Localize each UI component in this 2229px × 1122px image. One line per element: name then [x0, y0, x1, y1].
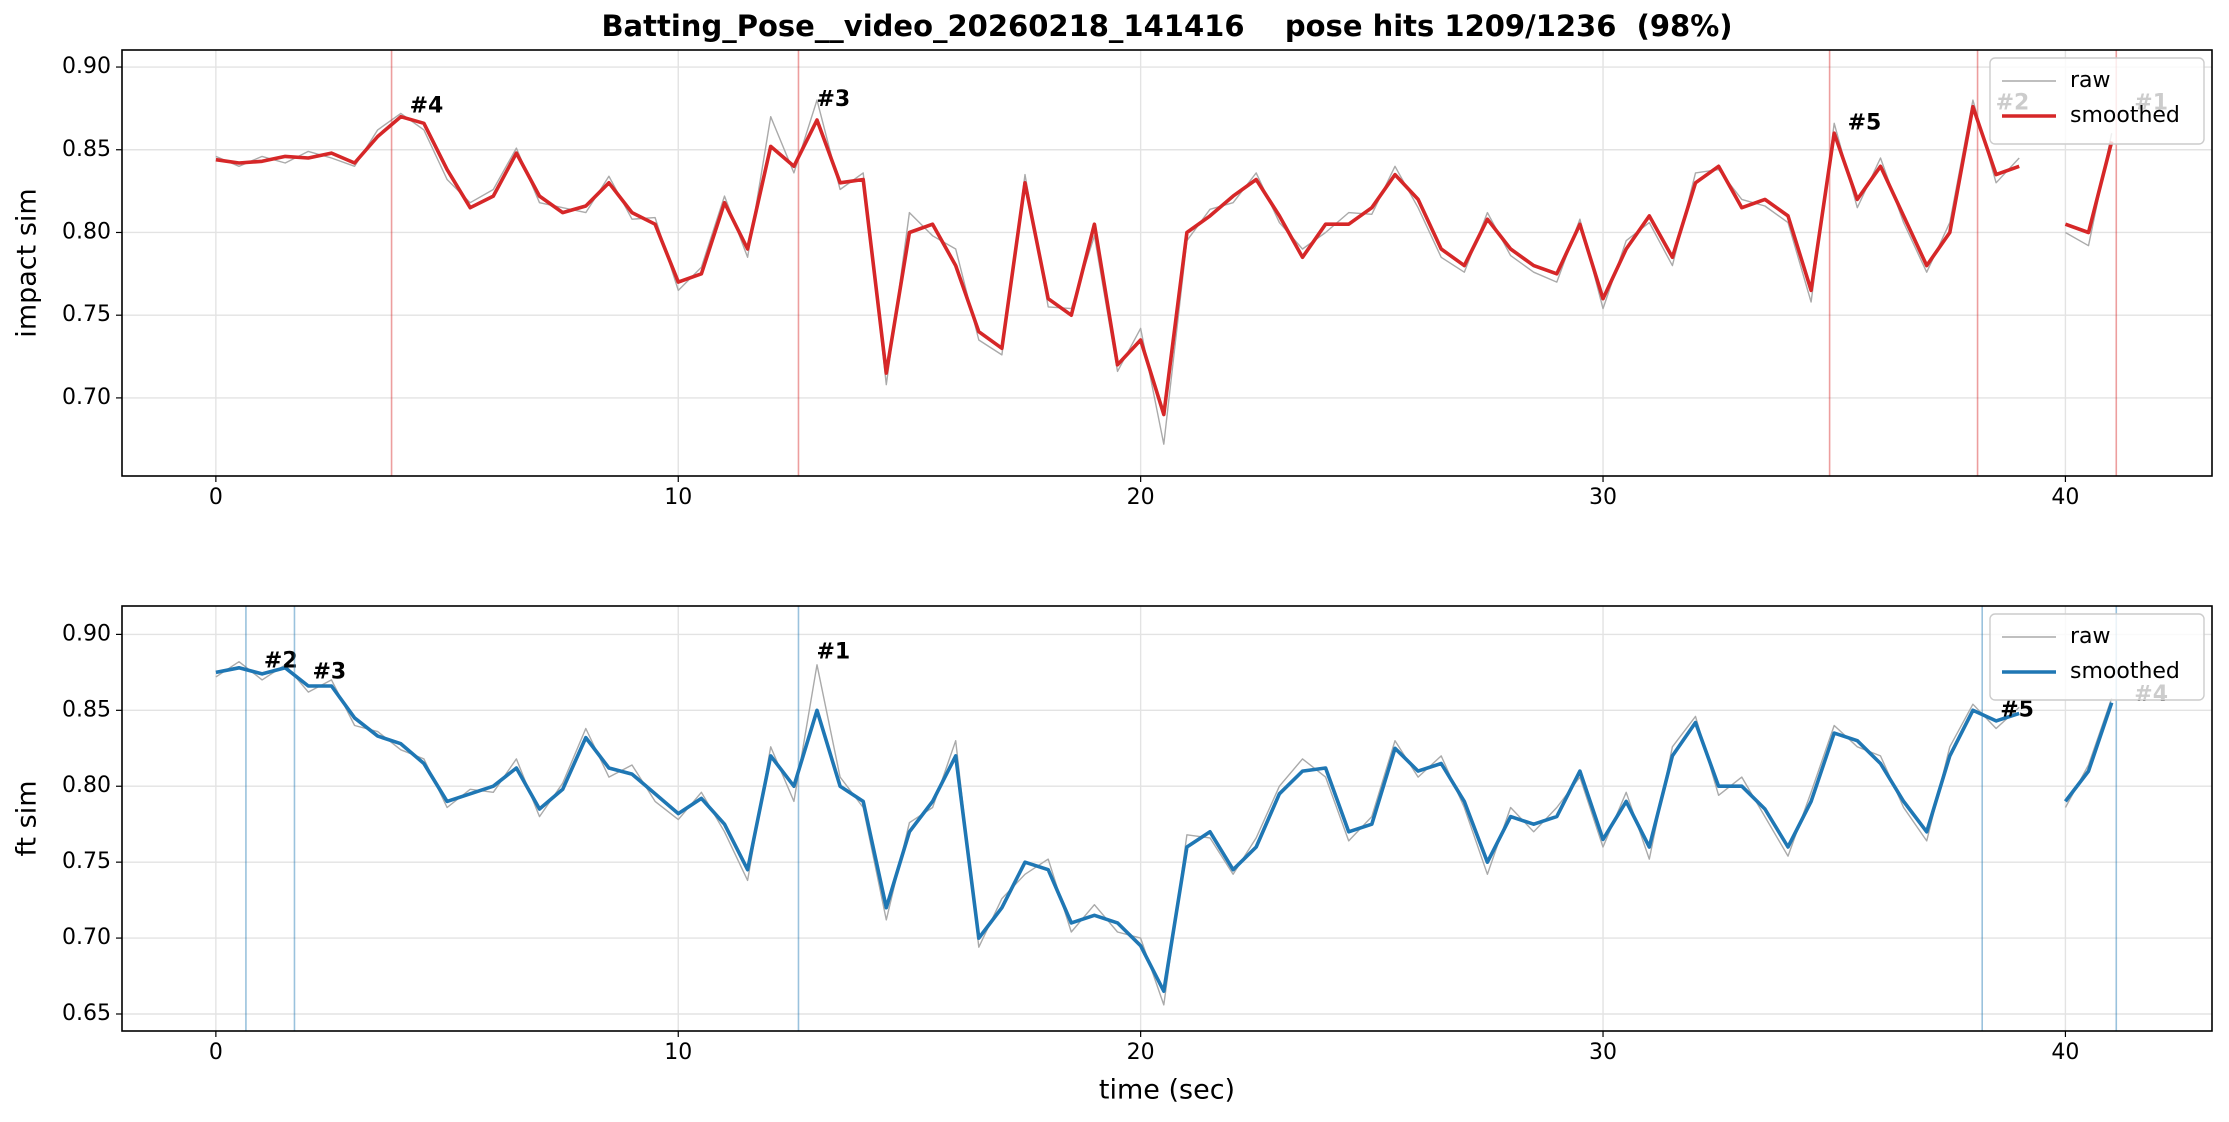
legend: raw smoothed [1989, 613, 2205, 701]
x-tick-label: 10 [664, 1040, 692, 1065]
x-tick-label: 0 [209, 1040, 223, 1065]
x-tick-label: 40 [2051, 485, 2079, 510]
y-tick-label: 0.85 [62, 697, 111, 722]
event-label: #2 [264, 649, 298, 674]
y-axis-label: impact sim [12, 188, 43, 337]
legend-box [1989, 613, 2205, 701]
y-axis-label: ft sim [12, 780, 43, 856]
x-tick-label: 20 [1127, 1040, 1155, 1065]
y-tick-label: 0.70 [62, 385, 111, 410]
event-label: #4 [410, 94, 444, 119]
y-tick-label: 0.75 [62, 849, 111, 874]
y-tick-label: 0.65 [62, 1001, 111, 1026]
x-axis-label: time (sec) [1099, 1075, 1235, 1106]
raw-line [215, 99, 2113, 445]
axes-frame [121, 49, 2213, 477]
legend-label: raw [2070, 68, 2111, 93]
y-tick-label: 0.80 [62, 219, 111, 244]
y-tick-label: 0.70 [62, 925, 111, 950]
x-tick-label: 20 [1127, 485, 1155, 510]
axes: 0102030400.700.750.800.850.90#4#3#5#2#1i… [12, 49, 2213, 510]
event-label: #3 [816, 87, 850, 112]
event-label: #5 [2000, 697, 2034, 722]
legend-label: raw [2070, 624, 2111, 649]
y-tick-label: 0.85 [62, 137, 111, 162]
smoothed-line [215, 666, 2114, 993]
y-tick-label: 0.90 [62, 54, 111, 79]
legend: raw smoothed [1989, 57, 2205, 145]
event-label: #5 [1848, 110, 1882, 135]
x-tick-label: 30 [1589, 1040, 1617, 1065]
x-tick-label: 30 [1589, 485, 1617, 510]
figure-title: Batting_Pose__video_20260218_141416 pose… [601, 9, 1732, 43]
smoothed-line [215, 104, 2114, 417]
y-tick-label: 0.90 [62, 621, 111, 646]
legend-label: smoothed [2070, 659, 2180, 684]
legend-label: smoothed [2070, 103, 2180, 128]
x-tick-label: 0 [209, 485, 223, 510]
raw-line [215, 661, 2113, 1006]
y-tick-label: 0.75 [62, 302, 111, 327]
x-tick-label: 40 [2051, 1040, 2079, 1065]
y-tick-label: 0.80 [62, 773, 111, 798]
event-label: #1 [816, 640, 850, 665]
axes-frame [121, 605, 2213, 1032]
legend-box [1989, 57, 2205, 145]
x-tick-label: 10 [664, 485, 692, 510]
axes: 0 10 20 30 40 0.65 0.70 0.75 0.80 0.85 0.90 #2 #3 #1 #… [12, 605, 2213, 1106]
event-label: #3 [312, 659, 346, 684]
